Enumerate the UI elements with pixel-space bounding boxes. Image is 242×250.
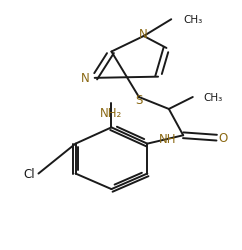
Text: CH₃: CH₃: [204, 92, 223, 102]
Text: NH: NH: [159, 133, 176, 146]
Text: CH₃: CH₃: [183, 15, 203, 25]
Text: S: S: [135, 94, 143, 106]
Text: N: N: [81, 72, 90, 85]
Text: O: O: [219, 132, 228, 144]
Text: NH₂: NH₂: [100, 106, 122, 120]
Text: Cl: Cl: [23, 167, 35, 180]
Text: N: N: [139, 28, 148, 41]
